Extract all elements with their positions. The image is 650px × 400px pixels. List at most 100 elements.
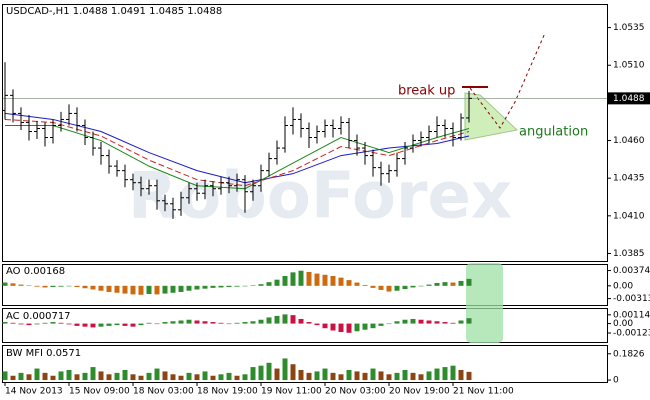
histogram-bar: [306, 372, 312, 381]
y-tick-label: 0.00374: [613, 266, 650, 276]
y-tick-label: -0.00123: [613, 329, 650, 339]
histogram-bar: [74, 323, 80, 326]
histogram-bar: [338, 277, 344, 286]
histogram-bar: [338, 323, 344, 333]
histogram-bar: [298, 270, 304, 286]
histogram-bar: [154, 368, 160, 381]
x-tick-label: 20 Nov 03:00: [325, 387, 386, 397]
y-tick-label: 0: [613, 376, 619, 386]
histogram-bar: [466, 318, 472, 324]
histogram-bar: [290, 315, 296, 324]
histogram-bar: [402, 285, 408, 290]
histogram-bar: [466, 371, 472, 381]
histogram-bar: [178, 285, 184, 292]
histogram-bar: [98, 323, 104, 327]
histogram-bar: [42, 322, 48, 324]
histogram-bar: [226, 323, 232, 325]
histogram-bar: [250, 367, 256, 381]
histogram-bar: [138, 323, 144, 326]
ac-label: AC 0.000717: [6, 311, 71, 322]
chart-title: USDCAD-,H1 1.0488 1.0491 1.0485 1.0488: [6, 6, 222, 17]
histogram-bar: [434, 282, 440, 286]
histogram-bar: [426, 284, 432, 286]
histogram-bar: [186, 285, 192, 291]
price-tag-label: 1.0488: [613, 94, 645, 104]
histogram-bar: [122, 323, 128, 326]
histogram-bar: [370, 323, 376, 329]
histogram-bar: [418, 285, 424, 287]
histogram-bar: [346, 369, 352, 381]
histogram-bar: [362, 372, 368, 381]
histogram-bar: [170, 321, 176, 324]
histogram-bar: [418, 374, 424, 381]
histogram-bar: [58, 371, 64, 381]
histogram-bar: [10, 375, 16, 381]
x-tick-label: 18 Nov 03:00: [133, 387, 194, 397]
histogram-bar: [306, 322, 312, 324]
histogram-bar: [42, 372, 48, 381]
histogram-bar: [98, 285, 104, 291]
histogram-bar: [146, 322, 152, 324]
histogram-bar: [410, 372, 416, 381]
histogram-bar: [106, 323, 112, 326]
ao-label: AO 0.00168: [6, 266, 65, 277]
histogram-bar: [322, 274, 328, 286]
histogram-bar: [186, 372, 192, 381]
histogram-bar: [194, 285, 200, 290]
histogram-bar: [290, 272, 296, 286]
histogram-bar: [122, 285, 128, 294]
histogram-bar: [282, 276, 288, 286]
y-tick-label: 1.0410: [613, 211, 645, 221]
histogram-bar: [234, 375, 240, 381]
histogram-bar: [450, 282, 456, 286]
histogram-bar: [410, 285, 416, 288]
histogram-bar: [402, 369, 408, 381]
histogram-bar: [10, 322, 16, 324]
histogram-bar: [58, 322, 64, 324]
y-tick-label: 0.00: [613, 319, 633, 329]
histogram-bar: [266, 282, 272, 286]
histogram-bar: [306, 271, 312, 286]
break-up-label: break up: [398, 84, 455, 99]
highlight-box: [466, 263, 503, 343]
histogram-bar: [242, 322, 248, 324]
histogram-bar: [450, 365, 456, 381]
histogram-bar: [50, 285, 56, 288]
histogram-bar: [34, 368, 40, 381]
histogram-bar: [362, 323, 368, 330]
histogram-bar: [410, 318, 416, 324]
histogram-bar: [282, 358, 288, 381]
histogram-bar: [138, 285, 144, 295]
histogram-bar: [130, 323, 136, 327]
histogram-bar: [258, 365, 264, 381]
histogram-bar: [90, 285, 96, 290]
x-tick-label: 18 Nov 19:00: [197, 387, 258, 397]
histogram-bar: [322, 368, 328, 381]
histogram-bar: [298, 318, 304, 324]
histogram-bar: [378, 323, 384, 326]
histogram-bar: [34, 323, 40, 325]
y-tick-label: 0.1826: [613, 349, 645, 359]
histogram-bar: [314, 371, 320, 381]
histogram-bar: [266, 317, 272, 324]
histogram-bar: [450, 322, 456, 324]
histogram-bar: [282, 314, 288, 324]
histogram-bar: [242, 374, 248, 381]
histogram-bar: [162, 322, 168, 324]
histogram-bar: [170, 285, 176, 293]
histogram-bar: [218, 322, 224, 324]
angulation-label: angulation: [519, 125, 588, 140]
histogram-bar: [66, 369, 72, 381]
histogram-bar: [50, 322, 56, 324]
histogram-bar: [130, 374, 136, 381]
histogram-bar: [10, 283, 16, 286]
histogram-bar: [458, 369, 464, 381]
histogram-bar: [226, 372, 232, 381]
histogram-bar: [74, 285, 80, 288]
histogram-bar: [402, 319, 408, 324]
histogram-bar: [162, 371, 168, 381]
histogram-bar: [90, 367, 96, 381]
histogram-bar: [258, 284, 264, 286]
histogram-bar: [362, 285, 368, 286]
